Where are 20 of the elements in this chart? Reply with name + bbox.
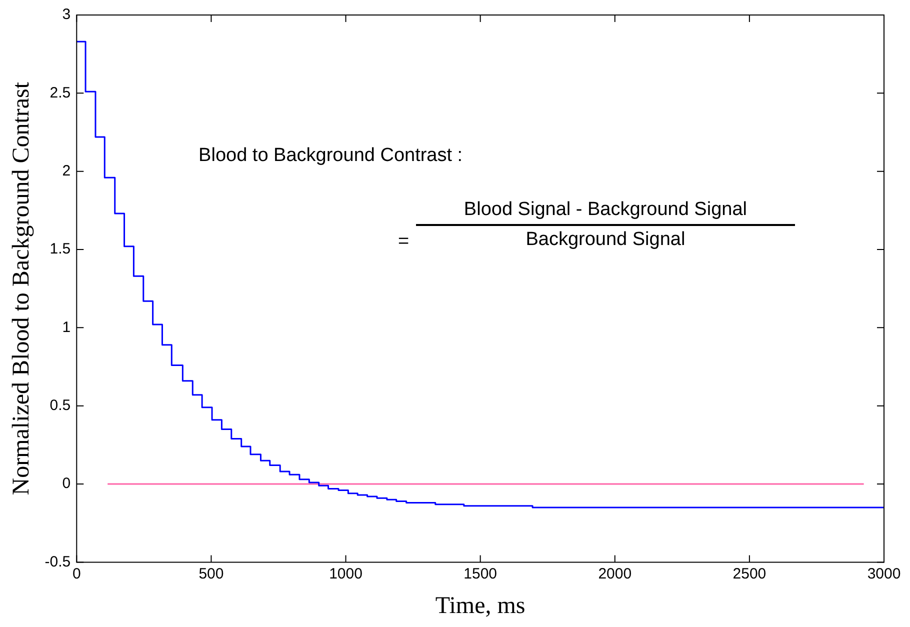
annotation: Blood Signal - Background Signal (462, 198, 748, 222)
annotation: Background Signal (416, 224, 796, 254)
annotation: = (398, 231, 410, 254)
y-tick-label: -0.5 (44, 553, 71, 570)
x-tick-label: 2500 (732, 565, 766, 582)
y-tick-label: 1.5 (50, 240, 71, 258)
x-tick-label: 2000 (598, 565, 632, 582)
x-axis-title: Time, ms (435, 592, 526, 619)
y-tick-label: 2.5 (50, 84, 71, 102)
x-tick-label: 500 (198, 565, 224, 582)
x-tick-label: 3000 (867, 565, 901, 582)
y-tick-label: 1 (62, 318, 71, 336)
annotation: Blood to Background Contrast : (198, 145, 463, 168)
y-tick-label: 0.5 (50, 397, 71, 414)
x-tick-label: 1000 (329, 565, 362, 582)
y-tick-label: 2 (62, 162, 71, 180)
y-tick-label: 3 (62, 6, 71, 24)
y-tick-label: 0 (62, 475, 71, 492)
y-axis-title: Normalized Blood to Background Contrast (8, 82, 35, 496)
x-tick-label: 1500 (464, 565, 498, 582)
